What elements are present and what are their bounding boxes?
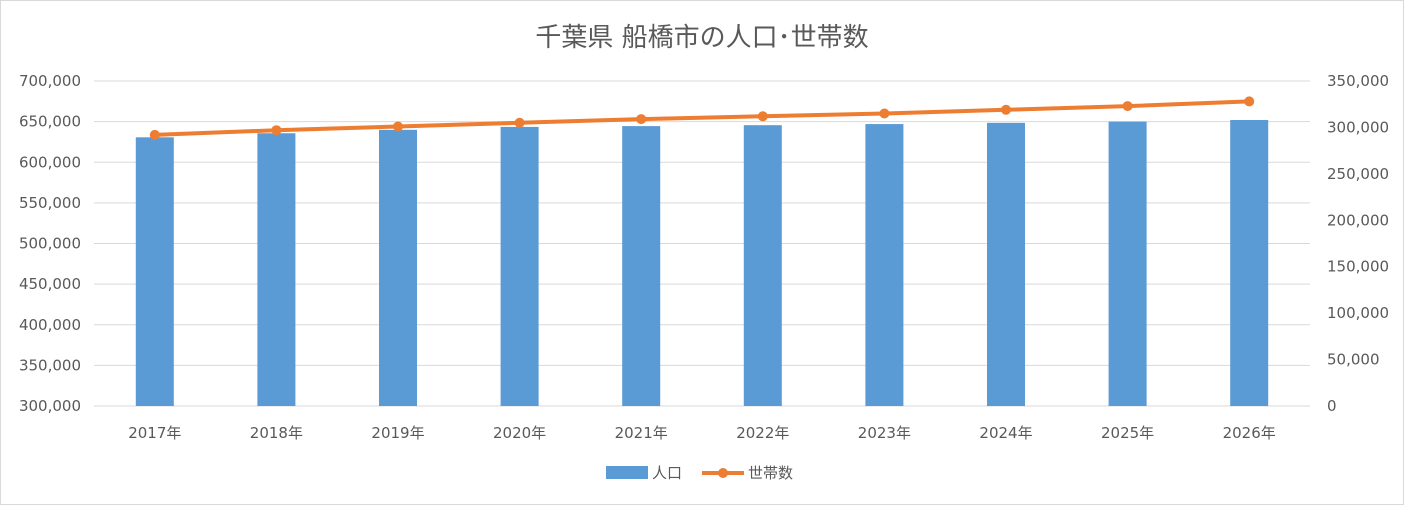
point-households [149, 129, 160, 140]
left-axis-tick-label: 700,000 [19, 72, 81, 90]
bar-population [257, 133, 296, 406]
point-households [879, 108, 890, 119]
x-axis-tick-label: 2026年 [1223, 424, 1276, 442]
line-households-path [152, 99, 1252, 137]
point-households [636, 114, 647, 125]
bar-population [622, 126, 661, 406]
x-axis-tick-label: 2020年 [493, 424, 546, 442]
left-axis-tick-label: 550,000 [19, 194, 81, 212]
legend-swatch-households-marker [718, 468, 728, 478]
right-axis-tick-label: 50,000 [1327, 351, 1380, 369]
right-axis-labels: 0 50,000 100,000 150,000 200,000 250,000 300,0… [1327, 72, 1389, 415]
left-axis-tick-label: 450,000 [19, 275, 81, 293]
point-households [757, 111, 768, 122]
right-axis-tick-label: 0 [1327, 397, 1337, 415]
bar-population [500, 126, 539, 406]
bar-population [135, 137, 174, 406]
bar-population [743, 125, 782, 406]
left-axis-tick-label: 600,000 [19, 153, 81, 171]
left-axis-tick-label: 500,000 [19, 235, 81, 253]
legend-label-population: 人口 [652, 464, 682, 482]
left-axis-tick-label: 300,000 [19, 397, 81, 415]
left-axis-labels: 300,000 350,000 400,000 450,000 500,000 550,0… [19, 72, 81, 415]
right-axis-tick-label: 100,000 [1327, 304, 1389, 322]
left-axis-tick-label: 400,000 [19, 316, 81, 334]
gridlines [94, 80, 1310, 407]
point-households [1122, 101, 1133, 112]
bar-population [1230, 120, 1269, 406]
legend-label-households: 世帯数 [748, 464, 793, 482]
x-axis-tick-label: 2017年 [128, 424, 181, 442]
bars-population [135, 120, 1269, 407]
x-axis-tick-label: 2025年 [1101, 424, 1154, 442]
right-axis-tick-label: 350,000 [1327, 72, 1389, 90]
x-axis-tick-label: 2021年 [615, 424, 668, 442]
right-axis-tick-label: 200,000 [1327, 211, 1389, 229]
bar-population [379, 129, 417, 407]
x-axis-tick-label: 2022年 [736, 424, 789, 442]
point-households [393, 121, 403, 132]
chart-title: 千葉県 船橋市の人口･世帯数 [535, 23, 868, 53]
x-axis-tick-label: 2023年 [858, 424, 911, 442]
line-households [149, 96, 1255, 140]
bar-population [987, 122, 1025, 406]
point-households [1244, 96, 1255, 107]
right-axis-tick-label: 250,000 [1327, 165, 1389, 183]
point-households [514, 117, 525, 128]
x-axis-tick-label: 2018年 [250, 424, 303, 442]
point-households [1001, 104, 1011, 115]
right-axis-tick-label: 150,000 [1327, 258, 1389, 276]
legend: 人口 世帯数 [606, 464, 793, 482]
bar-population [1108, 121, 1147, 406]
legend-swatch-population [606, 466, 648, 479]
left-axis-tick-label: 350,000 [19, 356, 81, 374]
point-households [271, 125, 282, 136]
x-axis-labels: 2017年 2018年 2019年 2020年 2021年 2022年 2023年 2024年… [128, 424, 1276, 442]
right-axis-tick-label: 300,000 [1327, 118, 1389, 136]
x-axis-tick-label: 2024年 [979, 424, 1032, 442]
x-axis-tick-label: 2019年 [371, 424, 424, 442]
left-axis-tick-label: 650,000 [19, 113, 81, 131]
bar-population [865, 124, 904, 406]
